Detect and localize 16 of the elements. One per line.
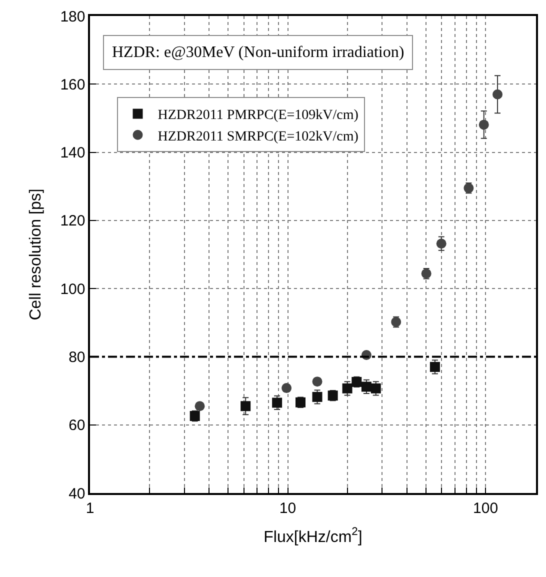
y-tick-label: 120	[60, 212, 86, 230]
y-tick-label: 140	[60, 144, 86, 162]
y-tick-label: 100	[60, 280, 86, 298]
annotation: HZDR: e@30MeV (Non-uniform irradiation)	[112, 44, 404, 61]
y-tick-label: 40	[68, 485, 86, 502]
y-tick-label: 60	[68, 417, 86, 434]
x-tick-label: 100	[473, 500, 498, 517]
x-axis-title: Flux[kHz/cm$^{2}$]	[264, 526, 362, 546]
legend-label: HZDR2011 SMRPC(E=102kV/cm)	[158, 129, 359, 144]
y-tick-label: 80	[68, 348, 86, 366]
legend-label: HZDR2011 PMRPC(E=109kV/cm)	[158, 108, 359, 124]
y-tick-label: 160	[60, 76, 86, 94]
y-tick-label: 180	[60, 8, 86, 26]
y-axis-title: Cell resolution [ps]	[28, 188, 45, 320]
x-tick-label: 1	[86, 500, 94, 517]
x-tick-label: 10	[279, 500, 296, 517]
